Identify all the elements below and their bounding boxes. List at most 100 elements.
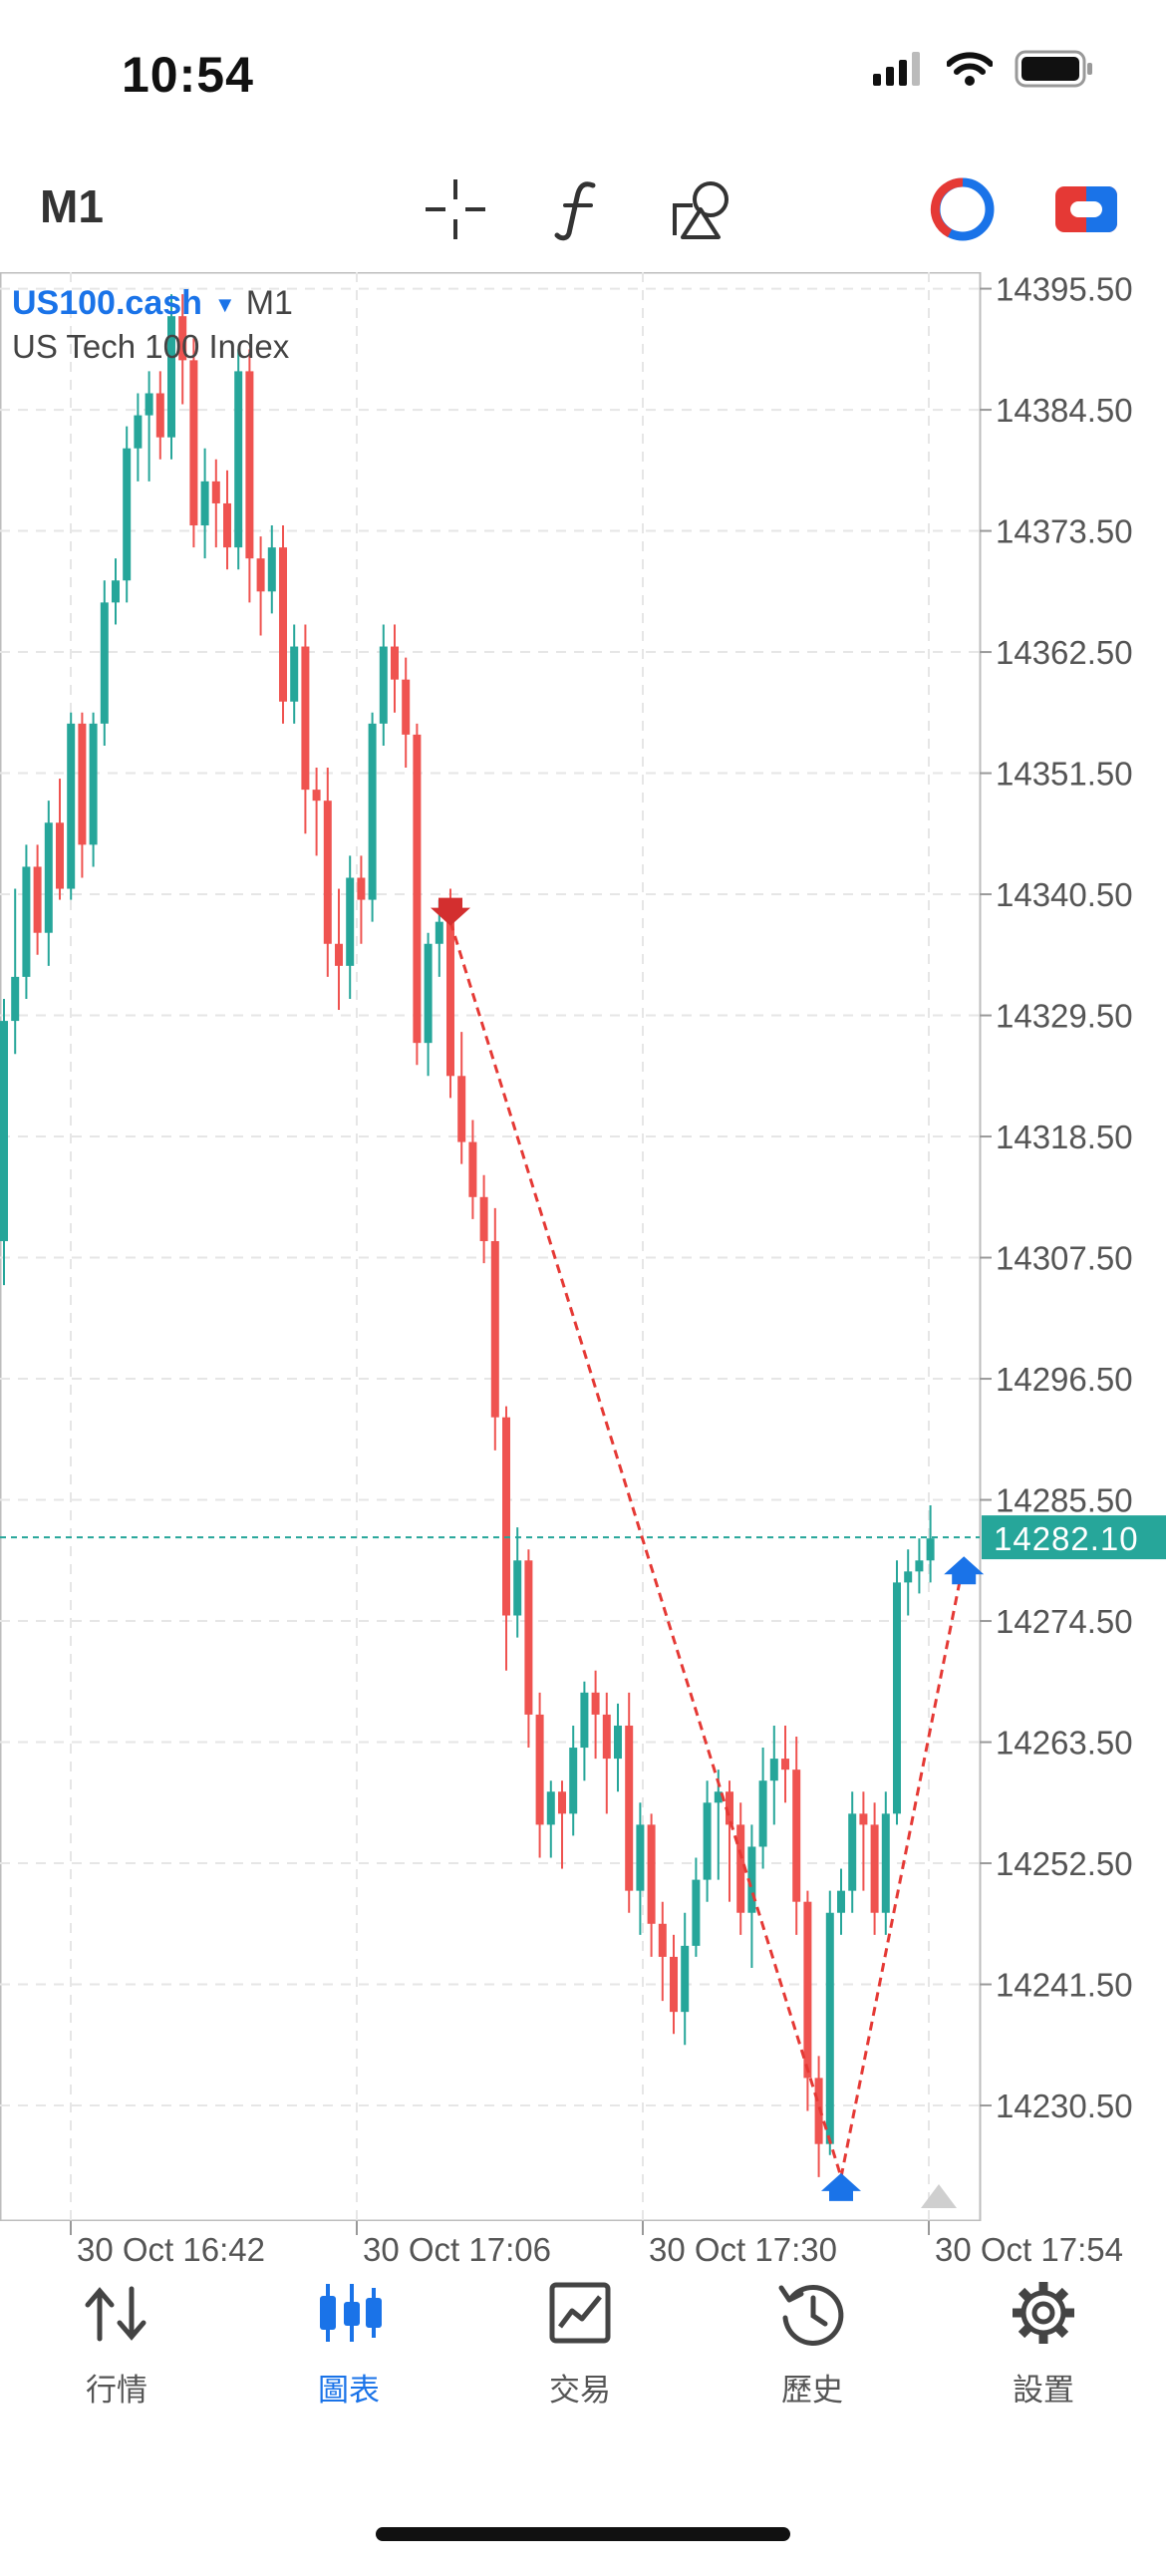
- candle-body: [44, 822, 53, 933]
- sell-arrow-icon: [431, 897, 470, 926]
- y-axis-label: 14384.50: [996, 392, 1133, 429]
- candle-body: [558, 1791, 566, 1814]
- candle-body: [736, 1824, 745, 1913]
- objects-icon[interactable]: [668, 173, 739, 245]
- tab-quotes[interactable]: 行情: [37, 2273, 196, 2422]
- candle-body: [636, 1824, 645, 1891]
- chart-icon: [269, 2273, 429, 2353]
- candle-body: [926, 1538, 935, 1561]
- trade-connector-line: [448, 921, 843, 2178]
- x-axis-label: 30 Oct 17:30: [649, 2231, 837, 2268]
- candle-body: [155, 393, 164, 438]
- candle-body: [468, 1141, 477, 1197]
- y-axis-label: 14252.50: [996, 1845, 1133, 1882]
- candle-body: [893, 1582, 901, 1814]
- candle-body: [391, 646, 399, 680]
- candle-body: [379, 646, 388, 724]
- candle-body: [446, 921, 454, 1077]
- candle-body: [803, 1901, 812, 2079]
- candle-body: [256, 558, 265, 592]
- candle-body: [223, 502, 231, 548]
- candle-body: [479, 1196, 488, 1241]
- x-axis: 30 Oct 16:42 30 Oct 17:06 30 Oct 17:30 30 O…: [0, 2221, 1166, 2281]
- candle-body: [546, 1791, 555, 1825]
- home-indicator: [376, 2527, 790, 2541]
- candle-body: [211, 481, 220, 503]
- candle-body: [200, 481, 209, 526]
- x-tick: [928, 2221, 930, 2235]
- cellular-signal-icon: [873, 52, 925, 91]
- candle-body: [870, 1824, 879, 1913]
- candle-body: [234, 371, 243, 548]
- candle-body: [290, 646, 299, 702]
- buy-arrow-icon: [821, 2172, 861, 2201]
- battery-icon: [1015, 50, 1094, 93]
- candle-body: [747, 1846, 756, 1913]
- candle-body: [825, 1912, 834, 2144]
- toggle-icon[interactable]: [1050, 173, 1122, 245]
- candle-body: [703, 1802, 712, 1880]
- candle-body: [413, 734, 422, 1044]
- quotes-icon: [37, 2273, 196, 2353]
- candle-body: [524, 1560, 533, 1715]
- candle-body: [848, 1813, 857, 1891]
- candle-body: [915, 1560, 924, 1572]
- candle-body: [100, 602, 109, 724]
- symbol-description: US Tech 100 Index: [12, 328, 290, 365]
- candle-body: [625, 1725, 634, 1891]
- candle-body: [323, 801, 332, 944]
- one-click-trading-icon[interactable]: [927, 173, 999, 245]
- indicator-f-icon[interactable]: [543, 173, 615, 245]
- candle-body: [267, 547, 276, 592]
- candle-body: [535, 1714, 544, 1825]
- candle-body: [881, 1813, 890, 1913]
- settings-icon: [964, 2273, 1123, 2353]
- candle-body: [56, 822, 64, 889]
- candle-body: [681, 1945, 690, 2013]
- y-axis-label: 14362.50: [996, 634, 1133, 671]
- candle-body: [11, 976, 20, 1022]
- candle-body: [145, 393, 153, 416]
- candle-body: [0, 1021, 8, 1241]
- candle-body: [658, 1923, 667, 1957]
- candle-body: [312, 790, 321, 802]
- candle-body: [714, 1791, 723, 1803]
- candle-body: [837, 1890, 845, 1913]
- tab-trade-label: 交易: [549, 2373, 611, 2408]
- tab-history[interactable]: 歷史: [732, 2273, 892, 2422]
- candle-body: [814, 2078, 823, 2144]
- candle-body: [402, 679, 411, 735]
- candle-body: [781, 1759, 789, 1771]
- candle-body: [670, 1956, 678, 2013]
- candle-body: [502, 1417, 510, 1616]
- plot-frame: [0, 272, 982, 2221]
- x-tick: [70, 2221, 72, 2235]
- candle-body: [591, 1692, 600, 1715]
- tab-chart[interactable]: 圖表: [269, 2273, 429, 2422]
- candle-body: [758, 1780, 767, 1847]
- candle-body: [112, 580, 120, 603]
- status-time: 10:54: [122, 47, 254, 103]
- candle-body: [78, 723, 87, 845]
- candle-body: [726, 1791, 733, 1825]
- timeframe-button[interactable]: M1: [40, 180, 104, 232]
- y-axis-label: 14329.50: [996, 998, 1133, 1035]
- symbol-dropdown-icon[interactable]: ▼: [213, 292, 236, 318]
- crosshair-icon[interactable]: [420, 173, 491, 245]
- candle-body: [457, 1076, 466, 1142]
- symbol-name[interactable]: US100.cash: [12, 284, 202, 322]
- tab-settings[interactable]: 設置: [964, 2273, 1123, 2422]
- candle-body: [22, 866, 31, 977]
- candle-body: [134, 415, 143, 449]
- price-chart[interactable]: 14395.50 14384.50 14373.50 14362.50 14351.50…: [0, 272, 1166, 2221]
- current-price-label: 14282.10: [994, 1520, 1139, 1557]
- candlestick-chart-svg[interactable]: 14395.50 14384.50 14373.50 14362.50 14351.50…: [0, 272, 1166, 2221]
- y-axis-label: 14307.50: [996, 1240, 1133, 1277]
- candle-body: [178, 316, 187, 361]
- tab-trade[interactable]: 交易: [500, 2273, 660, 2422]
- tab-chart-label: 圖表: [318, 2373, 380, 2408]
- candle-body: [602, 1714, 611, 1760]
- candle-body: [792, 1770, 801, 1902]
- symbol-header: US100.cash ▼ M1: [12, 284, 293, 323]
- candle-body: [513, 1560, 522, 1616]
